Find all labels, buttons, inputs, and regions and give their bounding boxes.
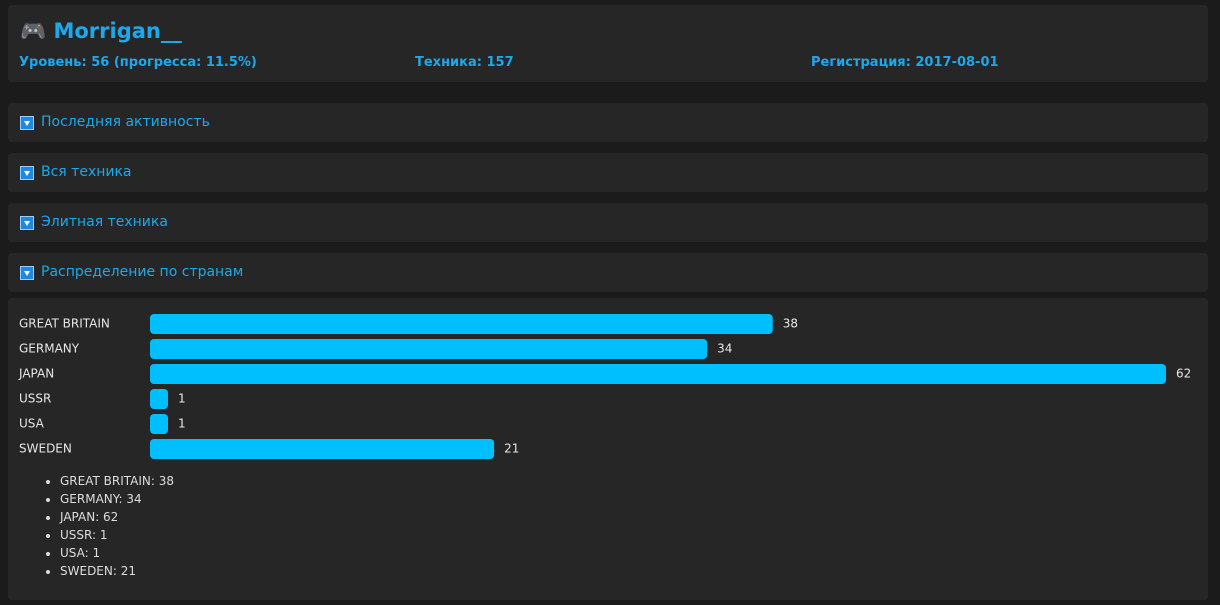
bar-value-label: 38 [783, 317, 798, 331]
list-item: JAPAN: 62 [60, 508, 174, 526]
list-item: SWEDEN: 21 [60, 562, 174, 580]
bar-value-label: 21 [504, 442, 519, 456]
stat: Техника: 157 [415, 55, 514, 70]
stat: Регистрация: 2017-08-01 [811, 55, 999, 70]
bar [150, 314, 773, 334]
bar-value-label: 34 [717, 342, 732, 356]
section[interactable]: Элитная техника [8, 203, 1208, 242]
toggle-icon[interactable] [20, 166, 34, 180]
bar-value-label: 1 [178, 417, 186, 431]
list-item: GREAT BRITAIN: 38 [60, 472, 174, 490]
toggle-icon[interactable] [20, 116, 34, 130]
bar [150, 439, 495, 459]
icon: 🎮 [20, 19, 47, 43]
section[interactable]: Распределение по странам [8, 253, 1208, 292]
bar [150, 339, 708, 359]
section-title[interactable]: Вся техника [41, 164, 132, 180]
bar [150, 389, 168, 409]
bar-value-label: 1 [178, 392, 186, 406]
chart-panel: GREAT BRITAIN 38 GERMANY 34 JAPAN 62 USSR 1 USA 1… [8, 298, 1208, 600]
category-label: SWEDEN [19, 442, 72, 456]
stat: Уровень: 56 (прогресса: 11.5%) [19, 55, 257, 70]
section[interactable]: Последняя активность [8, 103, 1208, 142]
category-label: USSR [19, 392, 51, 406]
section-title[interactable]: Последняя активность [41, 114, 210, 130]
section-title[interactable]: Элитная техника [41, 214, 168, 230]
player-name: 🎮 Morrigan__ [20, 19, 182, 44]
toggle-icon[interactable] [20, 266, 34, 280]
section[interactable]: Вся техника [8, 153, 1208, 192]
toggle-icon[interactable] [20, 216, 34, 230]
bar-value-label: 62 [1176, 367, 1191, 381]
list-item: USA: 1 [60, 544, 174, 562]
category-label: JAPAN [18, 367, 54, 381]
list-item: USSR: 1 [60, 526, 174, 544]
category-label: GERMANY [19, 342, 80, 356]
category-label: GREAT BRITAIN [19, 317, 110, 331]
bar [150, 364, 1166, 384]
chart: GREAT BRITAIN 38 GERMANY 34 JAPAN 62 USSR 1 USA 1… [18, 314, 1191, 459]
section-title[interactable]: Распределение по странам [41, 264, 244, 280]
name: Morrigan__ [53, 19, 182, 43]
category-label: USA [19, 417, 45, 431]
bar [150, 414, 168, 434]
list-item: GERMANY: 34 [60, 490, 174, 508]
profile-panel: 🎮 Morrigan__ Уровень: 56 (прогресса: 11.… [8, 5, 1208, 82]
